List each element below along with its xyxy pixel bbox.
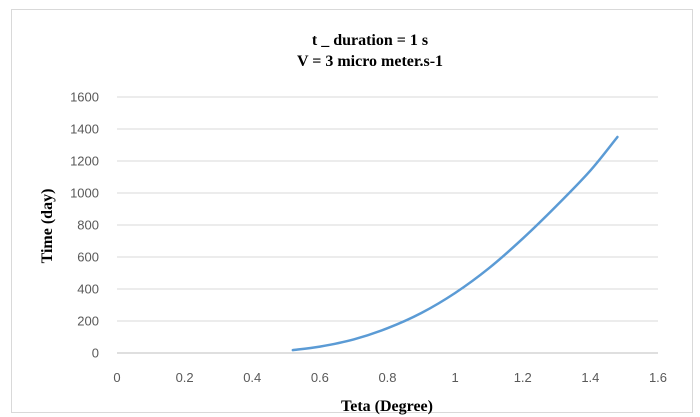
y-tick-label: 800 [77, 218, 99, 233]
gridlines [117, 96, 658, 354]
y-tick-label: 600 [77, 250, 99, 265]
x-tick-label: 1.2 [514, 370, 532, 385]
x-tick-label: 0.8 [378, 370, 396, 385]
x-tick-label: 1.4 [581, 370, 599, 385]
chart-frame [11, 9, 693, 413]
y-tick-label: 0 [92, 346, 99, 361]
y-axis-title: Time (day) [39, 189, 56, 264]
y-tick-label: 200 [77, 314, 99, 329]
y-tick-label: 1400 [70, 122, 99, 137]
y-tick-label: 1600 [70, 90, 99, 105]
x-axis-title: Teta (Degree) [341, 398, 433, 415]
x-tick-label: 1.6 [649, 370, 667, 385]
series-line [291, 135, 619, 352]
chart-title: t _ duration = 1 s [312, 32, 428, 49]
y-tick-label: 1200 [70, 154, 99, 169]
x-tick-label: 0.4 [243, 370, 261, 385]
chart-subtitle: V = 3 micro meter.s-1 [297, 53, 443, 70]
x-tick-label: 0.6 [311, 370, 329, 385]
x-tick-label: 0 [113, 370, 120, 385]
series-layer [291, 135, 619, 352]
x-tick-label: 0.2 [176, 370, 194, 385]
tick-labels: 0 200 400 600 800 1000 1200 1400 1600 0 0.2 0.4 0.6 0… [70, 90, 667, 386]
x-tick-label: 1 [452, 370, 459, 385]
y-tick-label: 1000 [70, 186, 99, 201]
y-tick-label: 400 [77, 282, 99, 297]
